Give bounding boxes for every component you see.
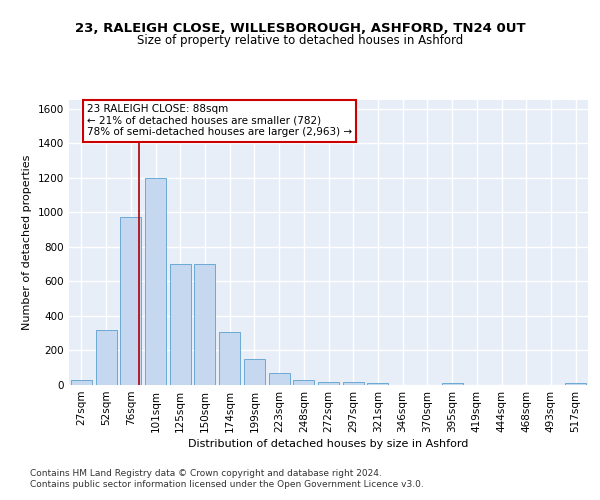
Bar <box>367 384 388 385</box>
Bar <box>170 264 191 385</box>
Text: Size of property relative to detached houses in Ashford: Size of property relative to detached ho… <box>137 34 463 47</box>
X-axis label: Distribution of detached houses by size in Ashford: Distribution of detached houses by size … <box>188 439 469 449</box>
Y-axis label: Number of detached properties: Number of detached properties <box>22 155 32 330</box>
Bar <box>269 373 290 385</box>
Bar <box>343 382 364 385</box>
Text: 23, RALEIGH CLOSE, WILLESBOROUGH, ASHFORD, TN24 0UT: 23, RALEIGH CLOSE, WILLESBOROUGH, ASHFOR… <box>74 22 526 36</box>
Bar <box>194 264 215 385</box>
Bar <box>293 380 314 385</box>
Text: Contains HM Land Registry data © Crown copyright and database right 2024.: Contains HM Land Registry data © Crown c… <box>30 468 382 477</box>
Bar <box>145 178 166 385</box>
Text: Contains public sector information licensed under the Open Government Licence v3: Contains public sector information licen… <box>30 480 424 489</box>
Bar <box>565 384 586 385</box>
Bar <box>442 384 463 385</box>
Bar <box>95 330 116 385</box>
Bar <box>120 218 141 385</box>
Bar <box>318 382 339 385</box>
Text: 23 RALEIGH CLOSE: 88sqm
← 21% of detached houses are smaller (782)
78% of semi-d: 23 RALEIGH CLOSE: 88sqm ← 21% of detache… <box>87 104 352 138</box>
Bar <box>219 332 240 385</box>
Bar <box>244 359 265 385</box>
Bar <box>71 380 92 385</box>
